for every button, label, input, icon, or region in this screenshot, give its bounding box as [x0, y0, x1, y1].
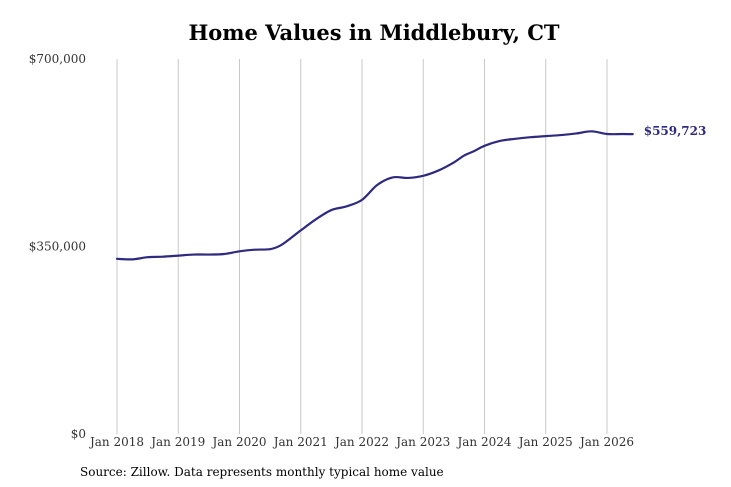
x-tick-label: Jan 2026 — [578, 435, 634, 449]
x-tick-label: Jan 2021 — [272, 435, 328, 449]
y-tick-label: $700,000 — [29, 52, 86, 66]
end-label-group: $559,723 — [644, 124, 707, 138]
x-tick-label: Jan 2019 — [149, 435, 205, 449]
end-value-label: $559,723 — [644, 124, 707, 138]
x-axis-tick-labels: Jan 2018 Jan 2019 Jan 2020 Jan 2021 Jan 2022… — [88, 435, 634, 449]
y-tick-label: $350,000 — [29, 240, 86, 254]
grid-lines — [116, 59, 608, 434]
series-line-group — [115, 130, 634, 261]
x-tick-label: Jan 2024 — [455, 435, 511, 449]
source-note: Source: Zillow. Data represents monthly … — [80, 465, 444, 479]
home-value-line — [115, 130, 634, 261]
y-axis-tick-labels: $0 $350,000 $700,000 — [29, 52, 86, 441]
x-tick-label: Jan 2023 — [394, 435, 450, 449]
y-tick-label: $0 — [71, 427, 86, 441]
chart-title: Home Values in Middlebury, CT — [188, 20, 560, 45]
x-tick-label: Jan 2025 — [517, 435, 573, 449]
x-tick-label: Jan 2020 — [210, 435, 266, 449]
x-tick-label: Jan 2022 — [333, 435, 389, 449]
x-tick-label: Jan 2018 — [88, 435, 144, 449]
